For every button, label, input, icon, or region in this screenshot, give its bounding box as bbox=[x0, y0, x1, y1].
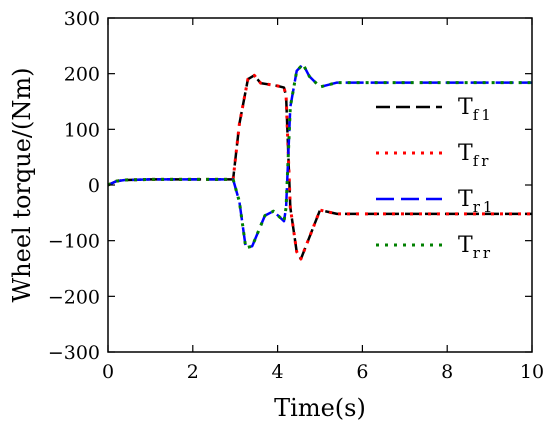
x-tick-label: 8 bbox=[441, 361, 453, 383]
x-tick-label: 6 bbox=[356, 361, 368, 383]
legend: Tf1 Tfr Tr1 Trr bbox=[376, 95, 495, 262]
legend-label-tf1: Tf1 bbox=[458, 95, 494, 124]
axis-ticks bbox=[107, 17, 533, 353]
x-tick-label: 0 bbox=[102, 361, 114, 383]
y-tick-label: −100 bbox=[48, 231, 100, 253]
y-tick-label: 300 bbox=[64, 8, 100, 30]
y-axis-title: Wheel torque/(Nm) bbox=[8, 68, 36, 303]
series-line-tr1 bbox=[107, 62, 532, 250]
y-tick-label: 200 bbox=[64, 64, 100, 86]
plot-area bbox=[107, 62, 532, 261]
legend-label-tfr: Tfr bbox=[458, 141, 491, 170]
x-tick-label: 4 bbox=[272, 361, 284, 383]
tick-labels: 0 2 4 6 8 10 −300 −200 −100 0 100 200 300 bbox=[48, 8, 544, 383]
x-tick-label: 2 bbox=[187, 361, 199, 383]
y-tick-label: 0 bbox=[88, 175, 100, 197]
y-tick-label: −300 bbox=[48, 342, 100, 364]
plot-frame bbox=[107, 17, 533, 353]
y-tick-label: −200 bbox=[48, 286, 100, 308]
legend-label-tr1: Tr1 bbox=[458, 187, 495, 216]
x-tick-label: 10 bbox=[520, 361, 544, 383]
legend-label-trr: Trr bbox=[458, 233, 493, 262]
series-line-tfr bbox=[107, 73, 532, 261]
y-tick-label: 100 bbox=[64, 119, 100, 141]
x-axis-title: Time(s) bbox=[274, 394, 366, 422]
